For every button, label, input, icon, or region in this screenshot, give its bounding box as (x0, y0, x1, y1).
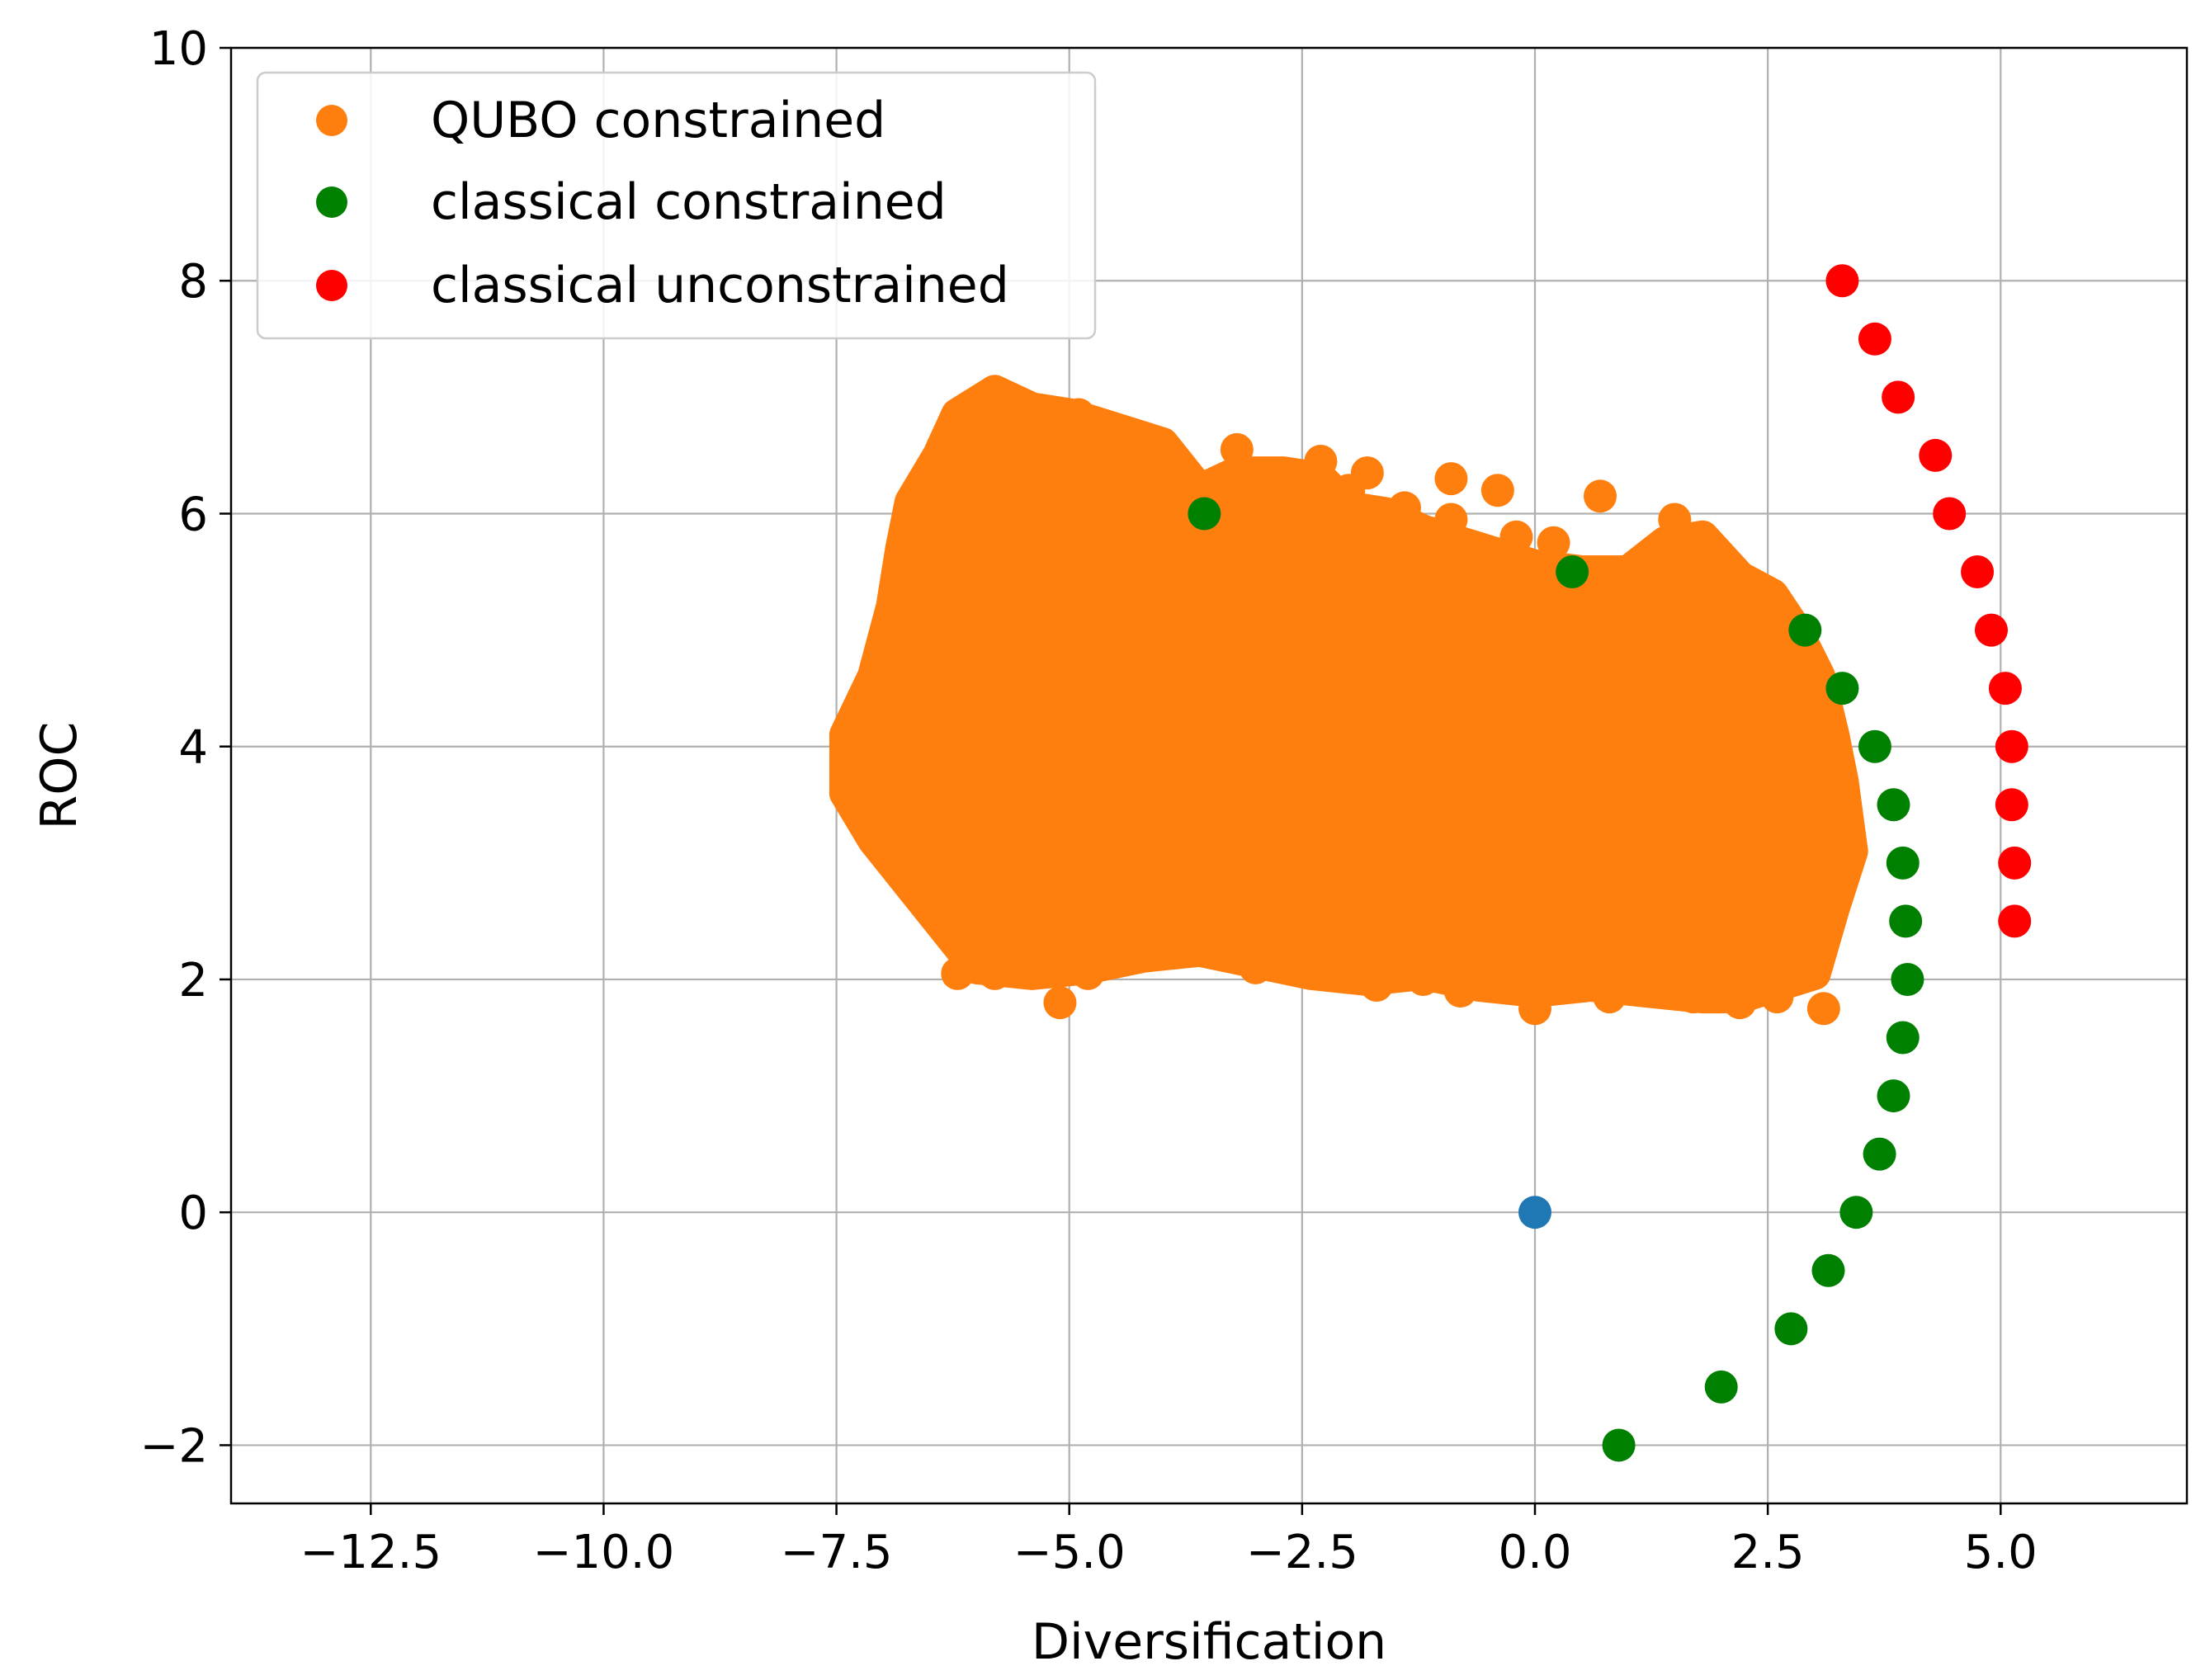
axis-ticks: −12.5 −10.0 −7.5 −5.0 −2.5 0.0 2.5 5.0 −2 0 2 4 6 8 10 (139, 22, 2037, 1579)
plot-frame (229, 46, 2189, 1505)
qubo-constrained-point (1630, 555, 1664, 589)
qubo-constrained-point (1164, 474, 1198, 507)
classical-constrained-point (1863, 1137, 1896, 1171)
qubo-constrained-point (1760, 980, 1794, 1014)
legend-label-classical-constrained: classical constrained (431, 173, 947, 231)
qubo-constrained-point (1518, 992, 1551, 1026)
classical-unconstrained-point (1995, 788, 2028, 822)
qubo-constrained-point (1220, 432, 1254, 466)
qubo-constrained-point (1043, 986, 1077, 1020)
classical-constrained-point (1877, 788, 1910, 822)
y-axis-label: ROC (31, 722, 88, 830)
classical-unconstrained-point (1988, 672, 2022, 706)
x-tick-label: −12.5 (300, 1526, 442, 1579)
qubo-constrained-point (1537, 526, 1570, 559)
classical-unconstrained-point (1919, 438, 1953, 472)
qubo-constrained-point (1471, 549, 1505, 583)
x-tick-label: 5.0 (1964, 1526, 2038, 1579)
legend-marker-qubo-constrained (316, 105, 347, 136)
qubo-constrained-point (833, 718, 867, 752)
qubo-constrained-point (1593, 980, 1627, 1014)
x-tick-label: 2.5 (1731, 1526, 1805, 1579)
y-tick-label: 6 (178, 488, 208, 541)
y-tick-label: 2 (178, 954, 208, 1008)
x-tick-label: −2.5 (1246, 1526, 1358, 1579)
y-tick-label: 4 (178, 721, 208, 775)
classical-unconstrained-point (1998, 846, 2032, 880)
classical-constrained-point (1825, 672, 1859, 706)
classical-constrained-point (1877, 1079, 1910, 1113)
x-tick-label: −10.0 (533, 1526, 675, 1579)
qubo-constrained-point (1480, 474, 1514, 507)
y-tick-label: 8 (178, 255, 208, 309)
qubo-constrained-point (1658, 503, 1692, 536)
legend-marker-classical-unconstrained (316, 270, 347, 301)
qubo-constrained-point (1360, 969, 1394, 1003)
qubo-constrained-point (1443, 974, 1477, 1008)
legend-label-qubo-constrained: QUBO constrained (431, 92, 885, 149)
qubo-constrained-point (1350, 456, 1384, 490)
classical-unconstrained-point (1882, 380, 1915, 414)
qubo-constrained-point (1584, 479, 1617, 513)
y-tick-label: −2 (139, 1419, 208, 1473)
data-points (829, 264, 2032, 1462)
qubo-constrained-point (894, 870, 928, 904)
qubo-constrained-point (1276, 474, 1310, 507)
classical-constrained-point (1774, 1312, 1808, 1346)
classical-unconstrained-point (1995, 729, 2028, 763)
classical-constrained-point (1556, 555, 1589, 589)
classical-constrained-point (1886, 846, 1920, 880)
qubo-constrained-point (1099, 415, 1133, 449)
legend: QUBO constrained classical constrained c… (256, 71, 1097, 340)
qubo-constrained-point (1127, 427, 1160, 460)
classical-constrained-point (1889, 904, 1923, 938)
qubo-constrained-point (1490, 969, 1524, 1003)
qubo-constrained-point (1388, 491, 1421, 525)
legend-marker-classical-constrained (316, 186, 347, 218)
classical-constrained-point (1886, 1021, 1920, 1055)
classical-constrained-point (1858, 729, 1891, 763)
x-axis-label: Diversification (1032, 1613, 1386, 1671)
x-tick-label: −5.0 (1013, 1526, 1126, 1579)
qubo-constrained-point (1676, 980, 1710, 1014)
x-tick-label: 0.0 (1498, 1526, 1571, 1579)
qubo-constrained-point (1816, 857, 1850, 891)
qubo-constrained-point (1313, 951, 1347, 984)
legend-box (256, 71, 1097, 340)
origin-point (1518, 1196, 1551, 1229)
qubo-constrained-point (829, 776, 862, 810)
classical-unconstrained-point (1825, 264, 1859, 298)
classical-constrained-point (1188, 497, 1221, 531)
qubo-constrained-point (1434, 462, 1468, 496)
classical-constrained-point (1811, 1253, 1845, 1287)
classical-constrained-point (1891, 962, 1924, 996)
classical-constrained-point (1602, 1428, 1636, 1462)
classical-constrained-point (1788, 613, 1822, 647)
qubo-constrained-point (1062, 398, 1095, 432)
qubo-constrained-point (1071, 956, 1105, 990)
classical-constrained-point (1704, 1370, 1738, 1404)
qubo-constrained-point (1499, 520, 1533, 554)
y-tick-label: 10 (149, 22, 208, 76)
qubo-constrained-point (978, 956, 1012, 990)
qubo-constrained-point (1304, 444, 1338, 478)
classical-unconstrained-point (1961, 555, 1995, 589)
qubo-constrained-point (1239, 951, 1273, 984)
y-tick-label: 0 (178, 1187, 208, 1240)
legend-label-classical-unconstrained: classical unconstrained (431, 257, 1009, 314)
classical-unconstrained-point (1975, 613, 2008, 647)
qubo-constrained-point (941, 956, 975, 990)
classical-unconstrained-point (1858, 322, 1891, 356)
qubo-constrained-point (1704, 549, 1738, 583)
classical-constrained-point (1839, 1196, 1873, 1229)
classical-unconstrained-point (1933, 497, 1967, 531)
qubo-constrained-point (1806, 992, 1840, 1026)
x-tick-label: −7.5 (781, 1526, 893, 1579)
qubo-constrained-point (1434, 503, 1468, 536)
qubo-constrained-point (1406, 962, 1440, 996)
classical-unconstrained-point (1998, 904, 2032, 938)
qubo-constrained-point (1723, 986, 1757, 1020)
